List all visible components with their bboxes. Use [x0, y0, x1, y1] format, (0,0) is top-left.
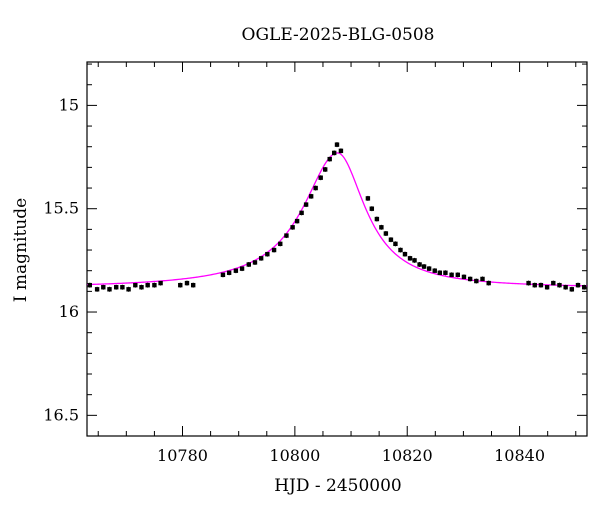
data-point — [278, 241, 283, 247]
y-axis-label: I magnitude — [11, 198, 31, 302]
axis-tick-labels: 10780 10800 10820 10840 15 15.5 16 16.5 — [43, 95, 545, 465]
y-tick-label: 15.5 — [43, 199, 79, 218]
y-tick-label: 16 — [59, 302, 79, 321]
data-point — [94, 287, 100, 292]
error-bars — [89, 142, 585, 292]
data-point — [369, 206, 375, 211]
data-point — [486, 280, 491, 286]
plot-frame — [86, 61, 588, 437]
data-points — [87, 142, 587, 292]
data-point — [461, 274, 467, 280]
y-tick-label: 16.5 — [43, 405, 79, 424]
data-point — [569, 287, 575, 292]
data-point — [313, 185, 318, 191]
data-point — [190, 282, 196, 288]
data-point — [480, 276, 485, 282]
data-point — [299, 210, 304, 216]
model-curve — [86, 152, 588, 287]
data-point — [133, 282, 138, 288]
data-point — [226, 270, 232, 275]
x-axis-label: HJD - 2450000 — [274, 476, 402, 496]
data-point — [467, 276, 473, 282]
data-point — [551, 280, 556, 286]
data-point — [107, 287, 112, 292]
chart-title: OGLE-2025-BLG-0508 — [242, 25, 435, 45]
data-point — [184, 280, 190, 286]
data-point — [388, 237, 394, 242]
data-point — [246, 262, 251, 267]
data-point — [432, 268, 437, 273]
data-point — [393, 241, 398, 247]
data-point — [407, 256, 413, 261]
data-point — [318, 175, 323, 180]
data-point — [220, 272, 226, 278]
data-point — [290, 225, 295, 230]
data-point — [474, 278, 479, 284]
data-point — [114, 285, 119, 290]
x-tick-label: 10820 — [382, 446, 433, 465]
data-point — [575, 282, 581, 288]
data-point — [443, 270, 448, 275]
data-point — [426, 266, 432, 271]
data-point — [455, 272, 460, 278]
data-point — [284, 233, 289, 238]
data-point — [239, 266, 245, 271]
axis-ticks — [87, 62, 587, 437]
data-point — [158, 280, 163, 286]
data-point — [412, 258, 417, 263]
data-point — [271, 247, 277, 253]
data-point — [233, 268, 239, 273]
data-point — [139, 285, 144, 290]
data-point — [383, 231, 389, 236]
data-point — [417, 262, 422, 267]
x-tick-label: 10840 — [494, 446, 545, 465]
data-point — [120, 285, 125, 290]
data-point — [532, 282, 537, 288]
x-tick-label: 10800 — [269, 446, 320, 465]
data-point — [323, 167, 328, 172]
plot-area: 10780 10800 10820 10840 15 15.5 16 16.5 — [43, 61, 588, 465]
data-point — [308, 194, 314, 199]
data-point — [334, 142, 340, 147]
data-point — [152, 282, 157, 288]
data-point — [331, 150, 337, 156]
data-point — [258, 256, 264, 261]
data-point — [265, 251, 270, 257]
data-point — [557, 282, 562, 288]
data-point — [365, 196, 371, 201]
data-point — [338, 148, 344, 154]
data-point — [379, 225, 384, 230]
data-point — [252, 260, 258, 265]
data-point — [563, 285, 568, 290]
data-point — [526, 280, 531, 286]
data-point — [421, 264, 427, 269]
x-tick-label: 10780 — [157, 446, 208, 465]
data-point — [303, 202, 309, 207]
data-point — [126, 287, 131, 292]
data-point — [449, 272, 454, 278]
data-point — [374, 216, 380, 222]
data-point — [327, 156, 332, 162]
y-tick-label: 15 — [59, 95, 79, 114]
data-point — [178, 282, 183, 288]
data-point — [398, 247, 403, 253]
data-point — [544, 285, 550, 290]
data-point — [437, 270, 443, 275]
data-point — [581, 285, 587, 290]
data-point — [294, 218, 300, 224]
data-point — [538, 282, 544, 288]
data-point — [101, 285, 106, 290]
data-point — [87, 282, 93, 288]
data-point — [402, 251, 408, 257]
data-point — [145, 282, 150, 288]
